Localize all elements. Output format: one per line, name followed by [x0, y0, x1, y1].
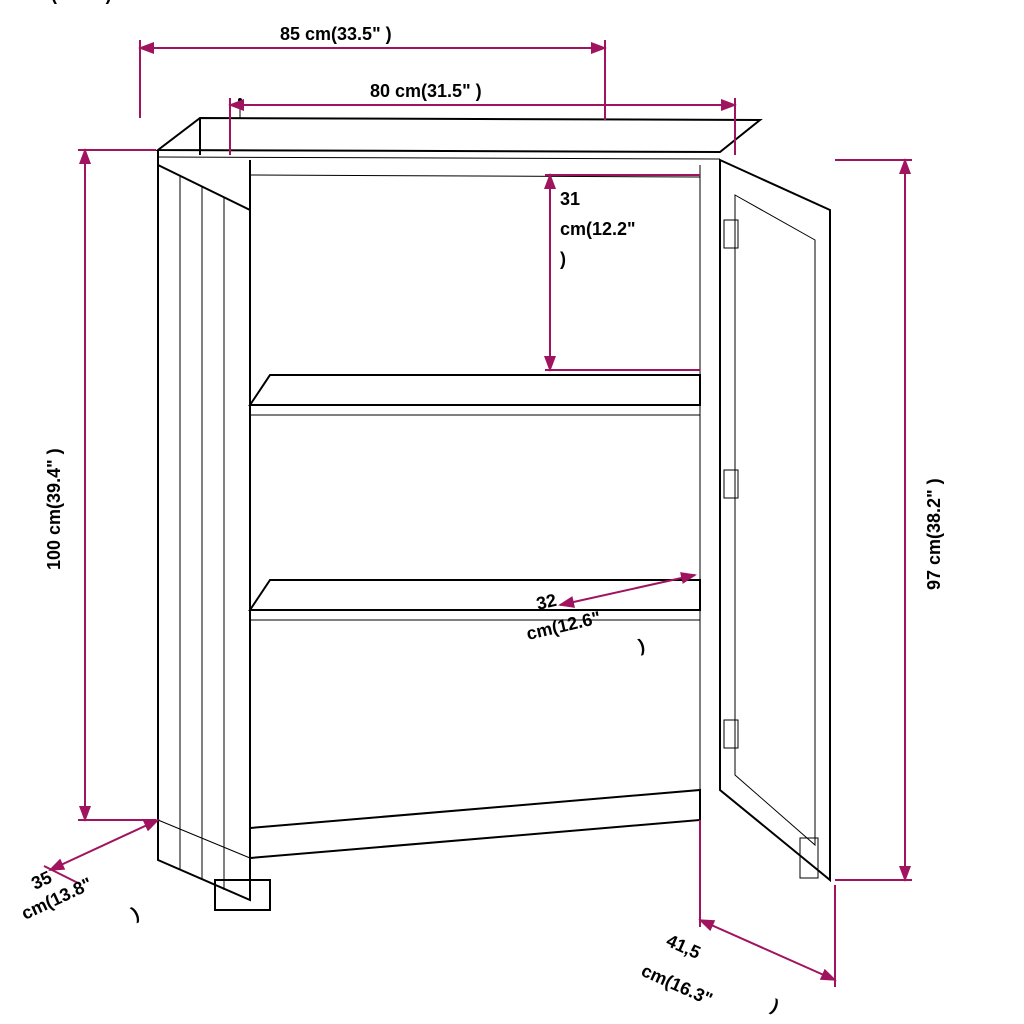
svg-text:cm(12.2": cm(12.2"	[560, 219, 636, 239]
svg-text:41,5: 41,5	[663, 930, 703, 963]
cabinet-diagram: 85 cm(33.5" ) 80 cm(31.5" ) 31 cm(12.2" …	[0, 0, 1024, 1024]
svg-text:): )	[560, 249, 566, 269]
svg-text:): )	[636, 635, 646, 656]
svg-text:cm(16.3": cm(16.3"	[638, 960, 715, 1009]
svg-text:): )	[128, 903, 142, 924]
svg-text:): )	[768, 995, 782, 1016]
svg-text:cm(12.6": cm(12.6"	[524, 607, 602, 643]
svg-text:31: 31	[560, 189, 580, 209]
dim-width-top: 85 cm(33.5" )	[280, 24, 392, 44]
dim-width-inner: 80 cm(31.5" )	[370, 81, 482, 101]
dim-height-right: 97 cm(38.2" )	[924, 478, 944, 590]
dim-shelf-height: 31 cm(12.2" )	[0, 0, 112, 4]
dim-height-left: 100 cm(39.4" )	[44, 448, 64, 570]
